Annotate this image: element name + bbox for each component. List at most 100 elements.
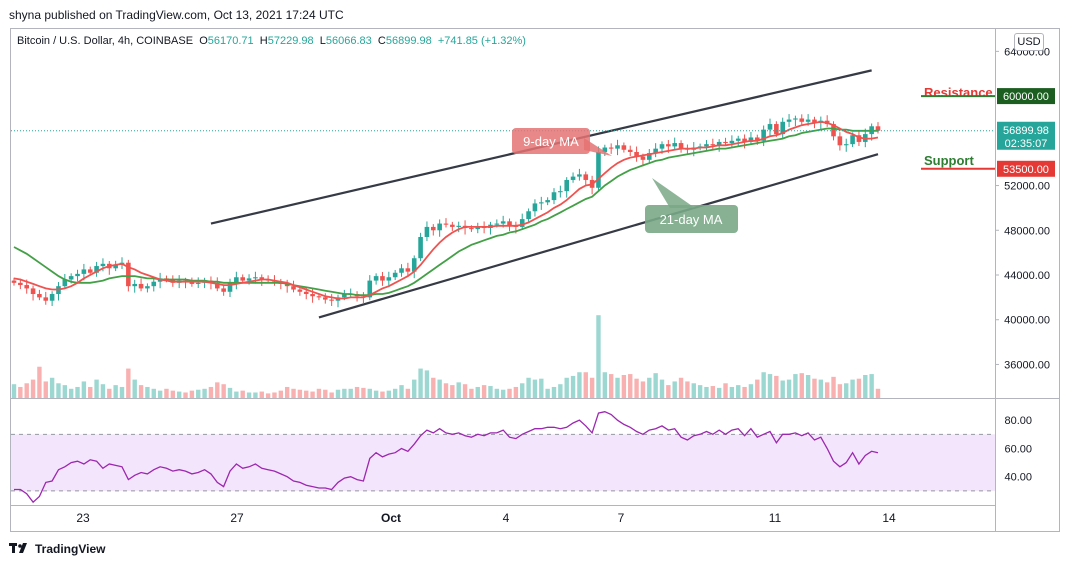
volume-bar [608, 374, 614, 398]
volume-bar [119, 386, 125, 398]
candle-body [399, 268, 404, 273]
volume-bar [748, 384, 754, 398]
candle-body [367, 280, 373, 298]
volume-bar [132, 379, 137, 398]
trend-channel [210, 69, 879, 319]
volume-bar [818, 379, 824, 398]
volume-bar [291, 388, 296, 398]
candle-body [380, 276, 385, 281]
volume-bar [488, 386, 493, 398]
candle-body [615, 145, 620, 149]
ma21-line [13, 127, 878, 296]
candle-body [494, 223, 500, 225]
volume-bar [310, 391, 315, 398]
axes: 64000.0052000.0048000.0044000.0040000.00… [76, 46, 1050, 525]
volume-bar [221, 384, 226, 398]
volume-bar [380, 391, 385, 398]
candle-body [831, 124, 836, 137]
rsi-tick-label: 80.00 [1004, 415, 1032, 427]
candle-body [342, 294, 347, 298]
candle-body [49, 294, 55, 301]
candle-body [37, 294, 42, 298]
volume-bar [462, 384, 468, 398]
brand-name: TradingView [35, 542, 106, 556]
volume-bar [37, 366, 42, 398]
close-value: 56899.98 [385, 35, 432, 47]
candle-body [68, 276, 74, 280]
volume-bar [170, 390, 176, 398]
candle-body [761, 129, 766, 141]
volume-bar [450, 385, 455, 398]
volume-bar [265, 393, 271, 398]
volume-bar [875, 388, 881, 398]
candle-body [843, 144, 849, 146]
volume-bar [94, 379, 99, 398]
volume-bar [456, 382, 461, 398]
candle-body [634, 152, 639, 157]
volume-bar [431, 377, 436, 398]
volume-bar [742, 386, 747, 398]
volume-bar [234, 391, 239, 398]
candle-body [812, 119, 817, 123]
volume-bar [500, 389, 506, 398]
volume-bar [437, 379, 442, 398]
volume-bar [634, 378, 639, 398]
candle-body [602, 147, 608, 152]
volume-bar [75, 386, 80, 398]
volume-bar [392, 388, 398, 398]
currency-button[interactable]: USD [1014, 33, 1044, 51]
volume-bar [704, 386, 709, 398]
candle-body [151, 281, 157, 287]
candle-body [507, 221, 512, 226]
volume-bar [100, 384, 106, 398]
x-tick-label: 7 [618, 511, 625, 525]
open-value: 56170.71 [207, 35, 254, 47]
candle-body [411, 258, 417, 272]
volume-bar [596, 315, 601, 398]
candle-body [608, 147, 614, 149]
candle-body [469, 228, 474, 230]
candle-body [424, 226, 430, 237]
volume-bar [831, 376, 836, 398]
volume-bar [215, 382, 220, 398]
grid [11, 29, 1059, 531]
volume-bar [176, 391, 182, 398]
candle-body [716, 141, 722, 146]
volume-bar [196, 389, 201, 398]
candle-body [519, 219, 525, 227]
volume-bar [539, 378, 544, 398]
volume-bar [240, 390, 245, 398]
candle-body [627, 149, 633, 152]
candle-body [227, 282, 233, 292]
candle-body [672, 143, 678, 147]
volume-bar [481, 385, 487, 398]
volume-bar [164, 388, 169, 398]
change-value: +741.85 (+1.32%) [437, 35, 526, 47]
volume-bar [208, 386, 214, 398]
volume-bar [799, 373, 804, 398]
candle-body [659, 144, 665, 149]
candle-body [132, 283, 138, 287]
volume-bar [621, 375, 627, 398]
ma21-callout-pointer [652, 178, 695, 208]
volume-bar [56, 383, 61, 398]
symbol-legend: Bitcoin / U.S. Dollar, 4h, COINBASE O561… [17, 35, 526, 47]
volume-bar [520, 383, 525, 398]
candle-body [564, 179, 570, 192]
volume-bar [278, 390, 284, 398]
candle-body [195, 282, 201, 284]
volume-bar [43, 381, 48, 398]
volume-bar [253, 392, 258, 398]
rsi-line [14, 411, 879, 504]
candle-body [43, 297, 49, 301]
chart-frame[interactable] [10, 28, 1060, 532]
candle-body [24, 285, 30, 289]
volume-bar [418, 368, 423, 398]
symbol-name: Bitcoin / U.S. Dollar, 4h, COINBASE [17, 35, 194, 47]
candle-body [805, 119, 811, 122]
volume-bar [246, 392, 252, 398]
volume-bar [647, 377, 652, 398]
x-tick-label: 14 [882, 511, 896, 525]
candle-body [640, 156, 646, 160]
